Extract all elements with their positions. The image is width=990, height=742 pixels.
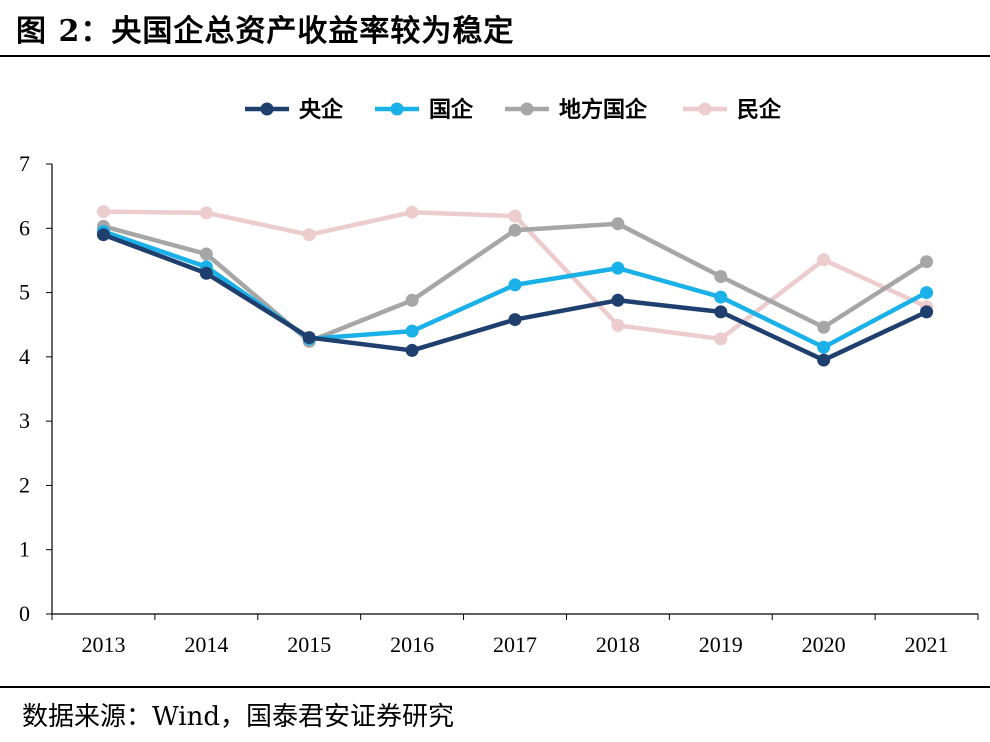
x-tick-label: 2015: [287, 632, 331, 657]
x-tick-label: 2019: [699, 632, 743, 657]
y-tick-label: 5: [19, 280, 30, 305]
data-point: [817, 340, 831, 354]
axes: 0 1 2 3 4 5 6 7 2013 2014 2015 2016 2017 2018 2019 2020…: [19, 151, 979, 657]
data-point: [920, 286, 934, 300]
data-point: [817, 320, 831, 334]
y-tick-label: 6: [19, 215, 30, 240]
data-point: [714, 305, 728, 319]
legend-swatch-marker: [390, 102, 404, 116]
data-point: [405, 343, 419, 357]
x-tick-label: 2014: [184, 632, 228, 657]
data-point: [405, 324, 419, 338]
data-point: [714, 290, 728, 304]
x-tick-label: 2013: [81, 632, 125, 657]
data-point: [199, 206, 213, 220]
y-tick-label: 1: [19, 537, 30, 562]
legend-label: 央企: [299, 97, 344, 123]
data-point: [405, 205, 419, 219]
x-tick-label: 2020: [802, 632, 846, 657]
legend-label: 国企: [429, 97, 474, 123]
title-divider: [0, 55, 990, 57]
chart-title: 图 2：央国企总资产收益率较为稳定: [16, 14, 515, 49]
source-note: 数据来源：Wind，国泰君安证券研究: [22, 702, 454, 732]
series-3: [96, 205, 934, 346]
y-tick-label: 7: [19, 151, 30, 176]
line-chart: 央企 国企 地方国企 民企 0 1 2 3 4 5 6 7 2013 2014 2015 2016 2017 2…: [19, 97, 979, 657]
legend-label: 地方国企: [559, 97, 648, 123]
data-point: [96, 228, 110, 242]
data-point: [405, 293, 419, 307]
legend-item: 央企: [245, 97, 344, 123]
y-tick-label: 3: [19, 408, 30, 433]
x-tick-label: 2016: [390, 632, 434, 657]
source-divider: [0, 686, 990, 688]
legend-swatch-marker: [520, 102, 534, 116]
legend-item: 地方国企: [505, 97, 648, 123]
data-point: [611, 293, 625, 307]
data-point: [611, 217, 625, 231]
data-point: [302, 228, 316, 242]
legend-item: 国企: [375, 97, 474, 123]
legend-label: 民企: [737, 97, 782, 123]
data-point: [199, 266, 213, 280]
data-point: [199, 247, 213, 261]
data-point: [508, 313, 522, 327]
y-tick-label: 4: [19, 344, 30, 369]
x-tick-label: 2018: [596, 632, 640, 657]
series-line: [102, 232, 928, 363]
data-point: [508, 223, 522, 237]
legend-swatch-marker: [698, 102, 712, 116]
series-lines: [96, 205, 934, 367]
data-point: [817, 353, 831, 367]
data-point: [96, 205, 110, 219]
legend-swatch-marker: [260, 102, 274, 116]
data-point: [920, 255, 934, 269]
data-point: [302, 331, 316, 345]
y-tick-label: 0: [19, 601, 30, 626]
data-point: [817, 253, 831, 267]
x-tick-label: 2021: [905, 632, 949, 657]
data-point: [714, 332, 728, 346]
data-point: [920, 305, 934, 319]
series-0: [96, 228, 934, 367]
legend-item: 民企: [683, 97, 782, 123]
y-tick-label: 2: [19, 472, 30, 497]
data-point: [611, 261, 625, 275]
legend: 央企 国企 地方国企 民企: [245, 97, 782, 123]
data-point: [508, 278, 522, 292]
data-point: [611, 318, 625, 332]
data-point: [508, 209, 522, 223]
x-tick-label: 2017: [493, 632, 537, 657]
data-point: [714, 270, 728, 283]
series-1: [96, 225, 934, 354]
